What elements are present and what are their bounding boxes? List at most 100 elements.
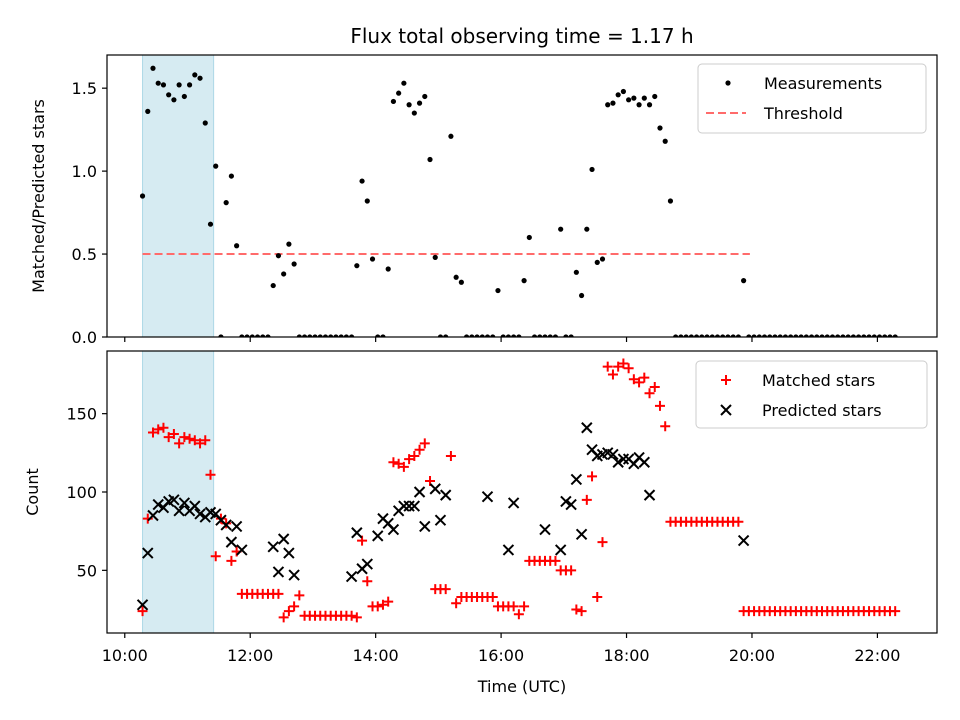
data-point: [798, 334, 804, 337]
data-point: [380, 334, 386, 337]
data-point: [638, 456, 651, 468]
data-point: [581, 494, 592, 505]
data-point: [746, 334, 752, 337]
data-point: [218, 334, 224, 337]
data-point: [445, 450, 456, 461]
data-point: [349, 334, 355, 337]
data-point: [856, 334, 862, 337]
data-point: [393, 458, 404, 469]
data-point: [587, 471, 598, 482]
data-point: [741, 278, 747, 284]
data-point: [195, 438, 206, 449]
data-point: [432, 254, 438, 260]
data-point: [571, 604, 582, 615]
data-point: [230, 520, 243, 533]
data-point: [649, 382, 660, 393]
data-point: [626, 97, 632, 103]
data-point: [369, 256, 376, 262]
data-point: [228, 173, 234, 179]
data-point: [566, 565, 577, 576]
data-point: [623, 363, 634, 374]
data-point: [296, 334, 302, 337]
data-point: [607, 369, 618, 380]
data-point: [829, 334, 836, 337]
data-point: [652, 93, 658, 100]
data-point: [547, 334, 553, 337]
data-point: [383, 596, 394, 607]
data-point: [808, 334, 815, 337]
data-point: [375, 334, 381, 337]
data-point: [281, 271, 287, 277]
data-point: [333, 334, 339, 337]
x-tick-label: 22:00: [854, 646, 900, 665]
data-point: [260, 334, 266, 337]
data-point: [147, 509, 159, 522]
data-point: [458, 279, 464, 285]
data-point: [803, 334, 809, 337]
data-point: [362, 576, 373, 587]
data-point: [500, 334, 506, 337]
data-point: [236, 544, 248, 556]
data-point: [469, 334, 475, 337]
data-point: [286, 241, 292, 247]
legend-frame: [695, 360, 928, 429]
data-point: [289, 601, 300, 612]
data-point: [714, 334, 721, 337]
data-point: [581, 422, 593, 434]
data-point: [413, 486, 426, 498]
data-point: [301, 334, 308, 337]
data-point: [782, 334, 789, 337]
data-point: [615, 92, 621, 98]
legend-marker: [720, 404, 732, 416]
data-point: [223, 200, 229, 206]
data-point: [644, 388, 655, 399]
data-point: [892, 334, 898, 337]
data-point: [328, 334, 334, 337]
data-point: [597, 537, 608, 548]
data-point: [508, 601, 519, 612]
data-point: [451, 598, 462, 609]
data-point: [673, 334, 679, 337]
data-point: [772, 334, 778, 337]
data-point: [440, 584, 451, 595]
series-x: [136, 422, 750, 611]
data-point: [634, 377, 645, 388]
data-point: [411, 110, 417, 116]
data-point: [150, 65, 156, 71]
data-point: [404, 454, 415, 465]
chart-title: Flux total observing time = 1.17 h: [350, 24, 693, 48]
data-point: [835, 334, 841, 337]
data-point: [179, 432, 190, 443]
data-point: [683, 334, 689, 337]
legend-label: Measurements: [764, 74, 882, 93]
y-tick-label: 0.0: [72, 328, 97, 347]
data-point: [824, 334, 830, 337]
data-point: [429, 483, 441, 495]
data-point: [620, 88, 626, 95]
data-point: [345, 570, 358, 583]
data-point: [192, 72, 198, 78]
data-point: [359, 178, 365, 184]
data-point: [361, 558, 373, 570]
data-point: [484, 334, 491, 337]
data-point: [495, 287, 501, 294]
data-point: [693, 334, 700, 337]
data-point: [662, 138, 668, 144]
data-point: [871, 334, 877, 337]
data-point: [372, 601, 383, 612]
data-point: [152, 498, 164, 511]
x-axis-label: Time (UTC): [477, 677, 566, 696]
data-point: [174, 438, 185, 449]
legend-label: Predicted stars: [762, 401, 882, 420]
data-point: [142, 547, 154, 559]
data-point: [207, 221, 214, 227]
data-point: [890, 606, 901, 617]
data-point: [613, 361, 624, 372]
data-point: [610, 100, 616, 106]
x-tick-label: 20:00: [729, 646, 775, 665]
data-point: [646, 102, 653, 108]
data-point: [876, 334, 883, 337]
data-point: [283, 606, 294, 617]
data-point: [437, 334, 444, 337]
x-tick-label: 14:00: [353, 646, 399, 665]
